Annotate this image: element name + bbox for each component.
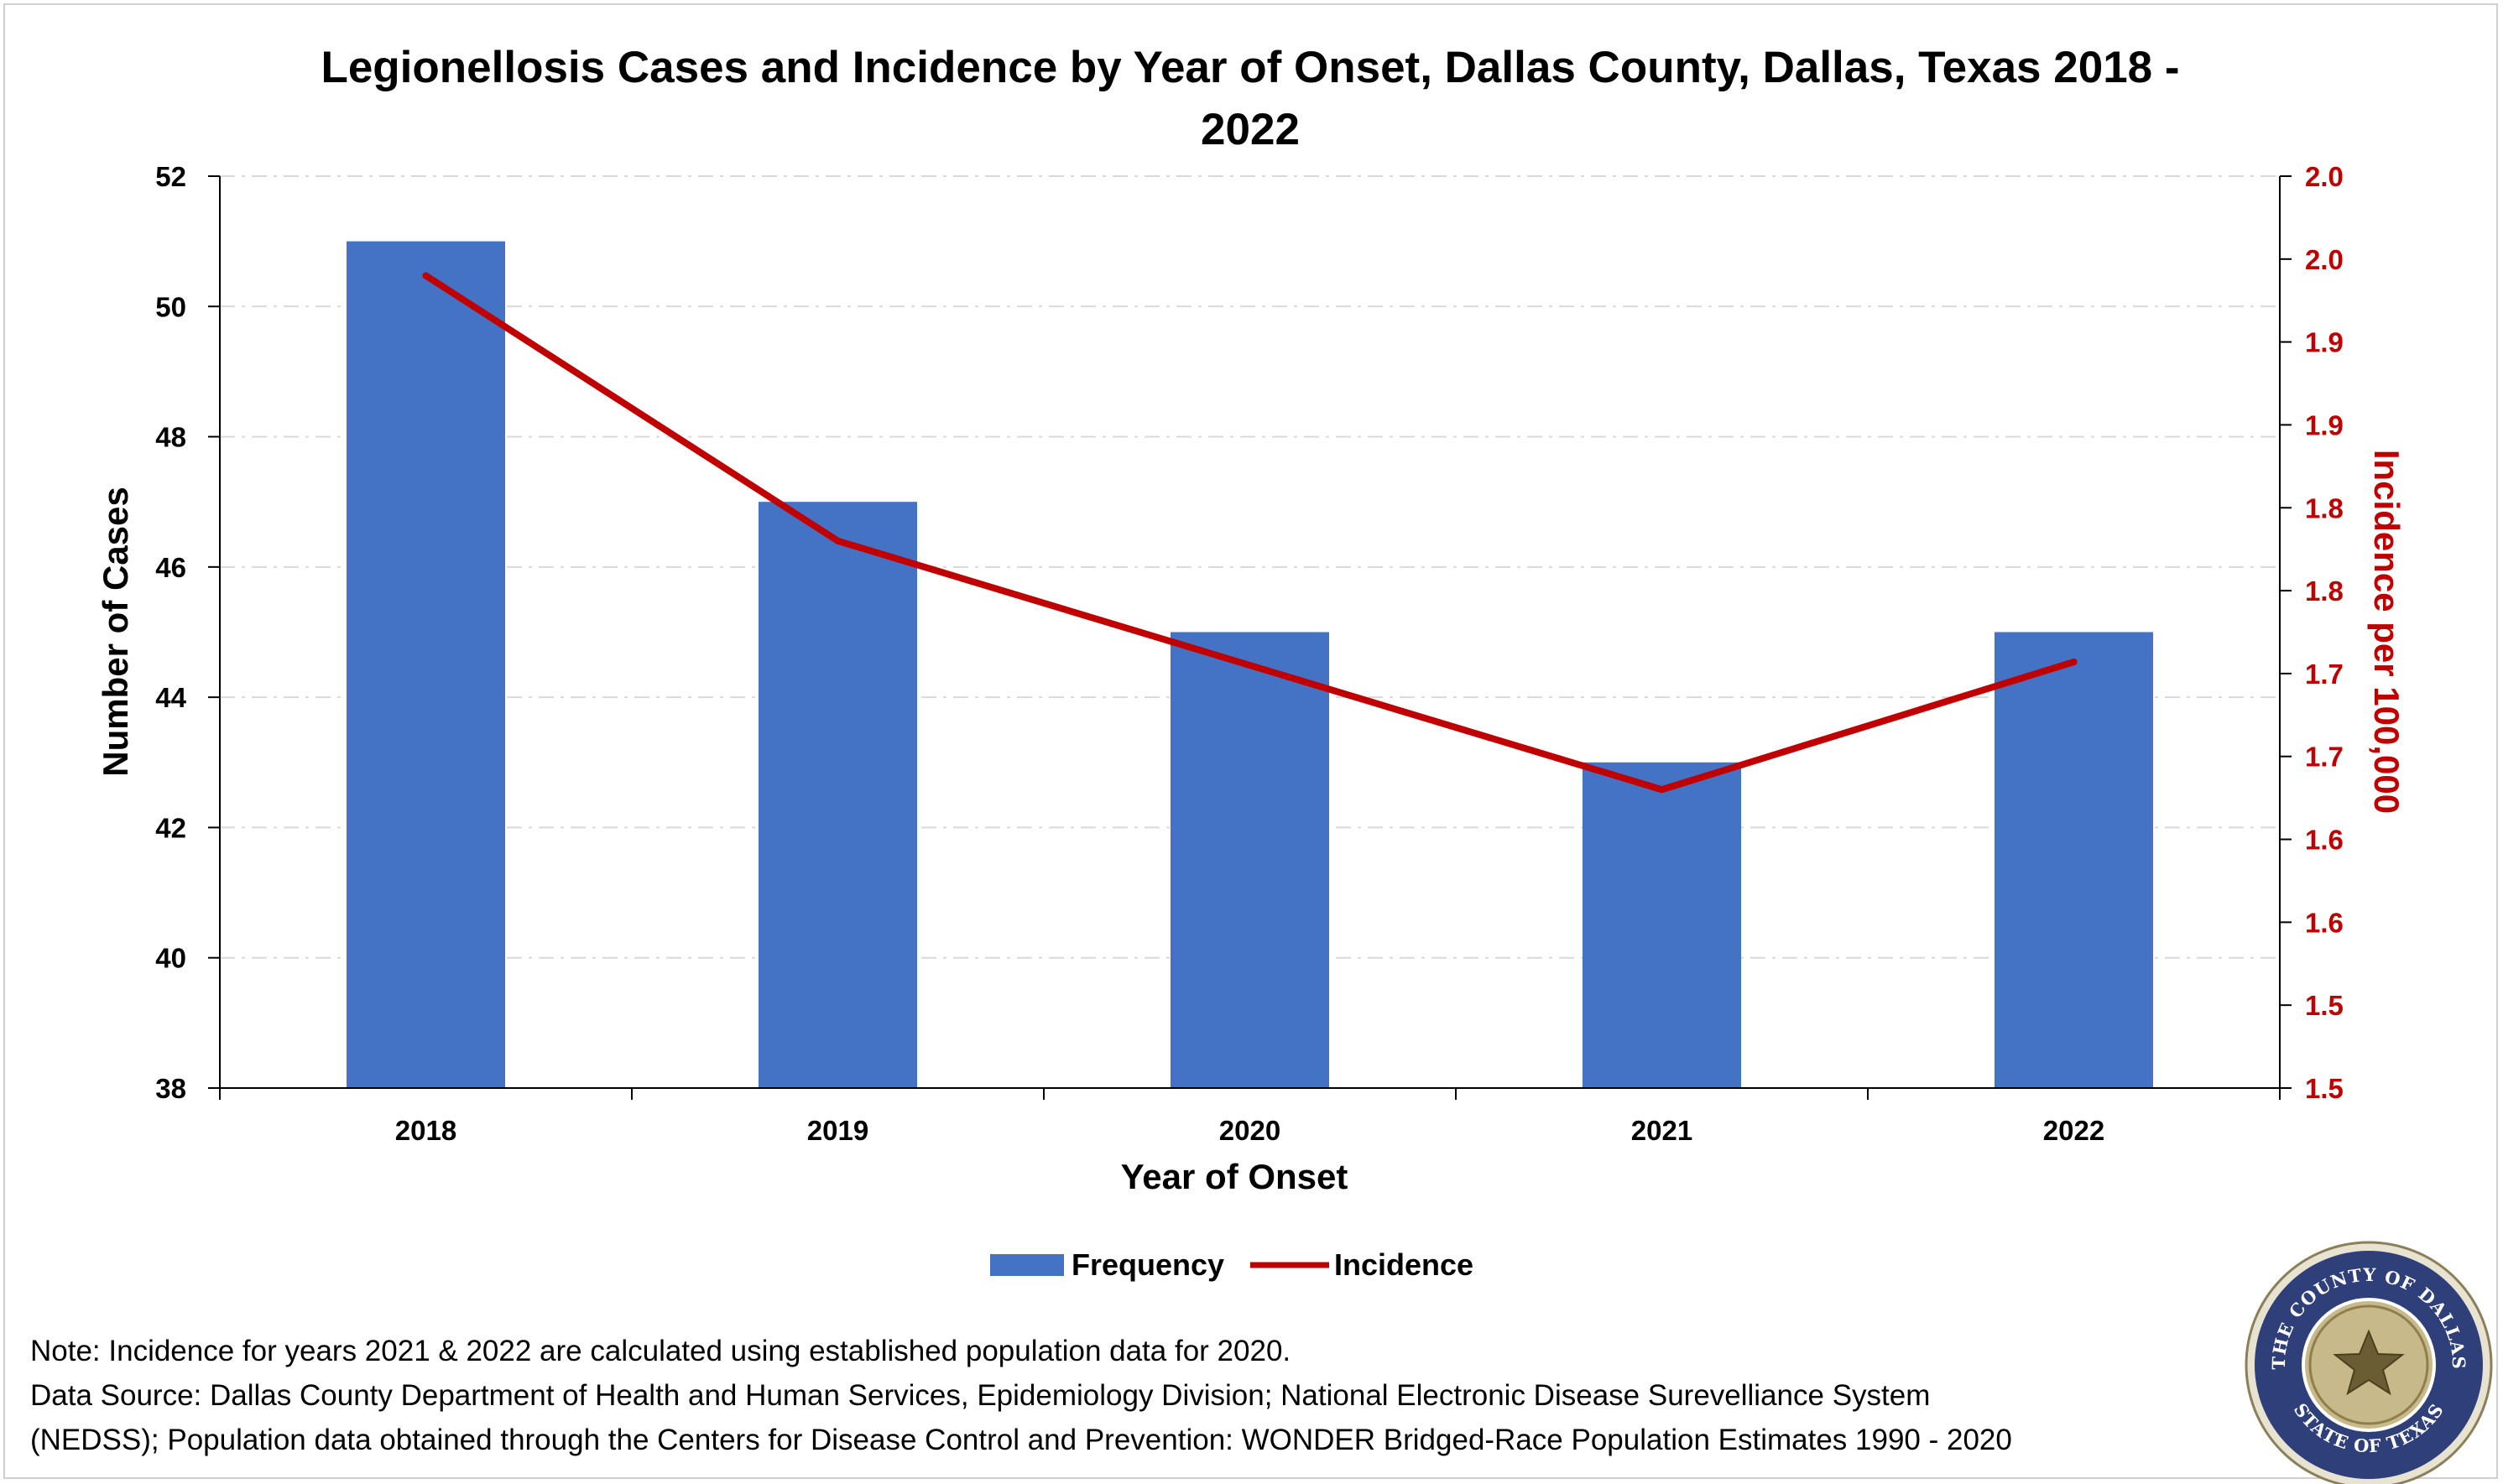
bar-frequency xyxy=(1170,632,1330,1088)
bar-frequency xyxy=(1582,762,1742,1088)
right-tick-label: 1.5 xyxy=(2305,1073,2344,1104)
y-axis-title: Number of Cases xyxy=(96,487,135,776)
left-tick-label: 44 xyxy=(155,682,186,713)
note-line-1: Note: Incidence for years 2021 & 2022 ar… xyxy=(30,1335,1291,1367)
left-tick-label: 40 xyxy=(155,943,186,974)
legend-incidence-label: Incidence xyxy=(1334,1247,1473,1282)
right-tick-label: 1.9 xyxy=(2305,327,2344,358)
note-line-3: (NEDSS); Population data obtained throug… xyxy=(30,1424,2012,1456)
x-axis-title: Year of Onset xyxy=(1121,1157,1348,1196)
left-tick-label: 50 xyxy=(155,291,186,322)
chart-title-line-1: Legionellosis Cases and Incidence by Yea… xyxy=(321,43,2179,92)
left-tick-label: 38 xyxy=(155,1073,186,1104)
right-tick-label: 2.0 xyxy=(2305,244,2344,275)
incidence-point xyxy=(1246,662,1254,669)
incidence-point xyxy=(834,537,842,544)
x-tick-label: 2022 xyxy=(2043,1115,2104,1146)
x-tick-label: 2018 xyxy=(395,1115,456,1146)
left-tick-label: 46 xyxy=(155,552,186,583)
note-line-2: Data Source: Dallas County Department of… xyxy=(30,1379,1930,1412)
y2-axis-title: Incidence per 100,000 xyxy=(2367,450,2407,814)
legend-frequency-swatch xyxy=(990,1254,1064,1276)
chart-title-line-2: 2022 xyxy=(1201,105,1300,154)
x-tick-label: 2021 xyxy=(1631,1115,1692,1146)
right-tick-label: 1.8 xyxy=(2305,575,2344,607)
bar-frequency xyxy=(758,502,918,1088)
incidence-point xyxy=(2070,659,2078,666)
line-series-incidence xyxy=(422,272,2078,794)
bar-series-frequency xyxy=(346,241,2154,1089)
seal-wreath xyxy=(2308,1304,2429,1425)
bar-frequency xyxy=(1994,632,2154,1088)
x-tick-label: 2020 xyxy=(1219,1115,1280,1146)
legend-frequency-label: Frequency xyxy=(1072,1247,1224,1282)
incidence-point xyxy=(422,272,430,279)
right-tick-label: 1.6 xyxy=(2305,907,2344,938)
right-tick-label: 1.7 xyxy=(2305,742,2344,773)
county-seal: THE COUNTY OF DALLAS STATE OF TEXAS xyxy=(2245,1241,2493,1484)
x-tick-label: 2019 xyxy=(807,1115,868,1146)
bar-frequency xyxy=(346,241,506,1089)
right-axis-ticks: 2.0 2.0 1.9 1.9 1.8 1.8 1.7 1.7 1.6 1.6 1.5 1.5 xyxy=(2280,161,2344,1104)
right-tick-label: 2.0 xyxy=(2305,161,2344,192)
incidence-point xyxy=(1658,786,1666,794)
axes xyxy=(219,176,2281,1089)
left-tick-label: 42 xyxy=(155,812,186,843)
left-tick-label: 52 xyxy=(155,161,186,192)
seal-star-icon xyxy=(2333,1329,2405,1396)
chart-frame xyxy=(3,3,2498,1479)
right-tick-label: 1.9 xyxy=(2305,409,2344,440)
left-tick-label: 48 xyxy=(155,422,186,453)
legend: Frequency Incidence xyxy=(990,1247,1473,1282)
right-tick-label: 1.5 xyxy=(2305,990,2344,1021)
left-axis-ticks: 52 50 48 46 44 42 40 38 xyxy=(155,161,220,1104)
right-tick-label: 1.8 xyxy=(2305,492,2344,523)
x-axis-ticks: 2018 2019 2020 2021 2022 xyxy=(219,1088,2281,1146)
right-tick-label: 1.6 xyxy=(2305,825,2344,856)
right-tick-label: 1.7 xyxy=(2305,659,2344,690)
